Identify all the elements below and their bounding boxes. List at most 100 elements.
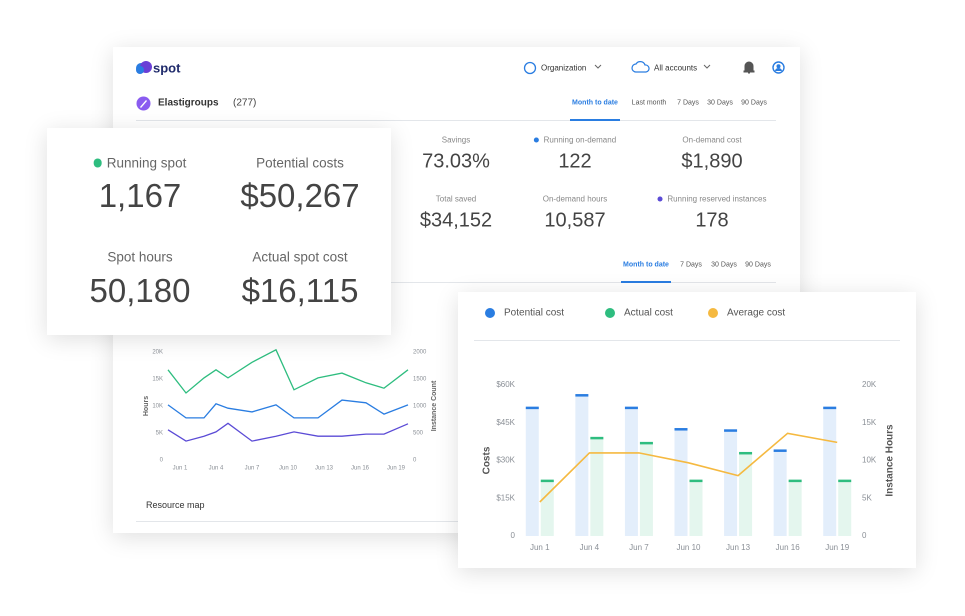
bell-icon[interactable]	[742, 60, 756, 75]
stat-label-text: Total saved	[435, 194, 477, 204]
bar	[590, 437, 604, 536]
stat-value: 10,587	[544, 209, 606, 232]
x-tick-label: Jun 7	[245, 466, 260, 472]
line-series	[167, 348, 409, 394]
bar	[624, 407, 638, 536]
bar-cap	[590, 436, 604, 440]
status-dot	[93, 158, 102, 168]
bar-cap	[724, 429, 738, 432]
y2-tick-label: 1500	[413, 377, 427, 383]
stat-label-text: Running reserved instances	[667, 194, 767, 204]
y2-tick-label: 0	[413, 458, 417, 464]
bar	[540, 480, 554, 536]
section-link[interactable]: Resource map	[146, 500, 205, 510]
line-series	[167, 399, 409, 419]
divider	[136, 282, 776, 283]
x-tick-label: Jun 13	[315, 466, 334, 472]
stat-value: 73.03%	[422, 150, 490, 173]
cost-chart: 0 $15K $30K $45K $60K 0 5K 10K 15K 20K Jun 1 Jun 4 J…	[482, 308, 896, 552]
line-series	[539, 432, 838, 503]
org-icon	[523, 61, 537, 75]
divider	[136, 120, 776, 121]
tab[interactable]: 7 Days	[680, 261, 702, 269]
bar-cap	[540, 479, 554, 483]
stat-value: $16,115	[241, 272, 359, 309]
x-tick-label: Jun 13	[726, 543, 751, 552]
stat-label-text: Potential costs	[256, 155, 344, 171]
bar-cap	[739, 451, 753, 455]
stat-label: Spot hours	[107, 250, 172, 265]
stat-value: $50,267	[240, 177, 360, 214]
y2-axis-label: Instance Count	[431, 380, 438, 431]
bar-cap	[838, 479, 852, 483]
y2-tick-label: 15K	[862, 418, 877, 427]
y2-tick-label: 20K	[862, 380, 877, 389]
bar-cap	[674, 428, 688, 431]
user-icon[interactable]	[772, 61, 785, 74]
x-tick-label: Jun 10	[279, 466, 298, 472]
x-tick-label: Jun 4	[580, 543, 600, 552]
cost-card: 0 $15K $30K $45K $60K 0 5K 10K 15K 20K Jun 1 Jun 4 J…	[458, 292, 916, 568]
y-axis-label: Costs	[482, 446, 493, 474]
tab[interactable]: 30 Days	[707, 99, 733, 107]
bar	[773, 450, 787, 536]
bar	[823, 407, 837, 536]
bar-cap	[689, 479, 703, 483]
x-tick-label: Jun 16	[351, 466, 370, 472]
y-tick-label: $15K	[496, 493, 515, 502]
legend-label: Potential cost	[504, 308, 564, 319]
tab[interactable]: Month to date	[623, 261, 669, 269]
stat-label-text: On-demand cost	[682, 135, 742, 145]
x-tick-label: Jun 19	[825, 543, 850, 552]
y2-tick-label: 10K	[862, 456, 877, 465]
bar-cap	[773, 449, 787, 452]
x-tick-label: Jun 10	[676, 543, 701, 552]
tab[interactable]: Month to date	[572, 99, 618, 107]
y2-axis-label: Instance Hours	[885, 424, 896, 497]
bar	[689, 480, 703, 536]
tab[interactable]: Last month	[631, 99, 667, 107]
legend-dot	[708, 308, 718, 318]
x-tick-label: Jun 7	[629, 543, 649, 552]
chevron	[594, 64, 602, 69]
accounts-select[interactable]: All accounts	[654, 63, 698, 73]
stat-label-text: Running spot	[106, 155, 187, 171]
bar-cap	[823, 406, 837, 410]
tab[interactable]: 90 Days	[741, 99, 767, 107]
stat-label: Running reserved instances	[657, 194, 767, 204]
legend-dot	[485, 308, 495, 318]
x-tick-label: Jun 19	[387, 466, 406, 472]
logo-icon	[136, 61, 152, 74]
elastigroups-icon	[136, 96, 151, 111]
bar-cap	[525, 406, 539, 410]
y-tick-label: 15K	[152, 377, 163, 383]
tab[interactable]: 7 Days	[677, 99, 699, 107]
y-tick-label: $30K	[496, 456, 515, 465]
divider	[474, 340, 900, 341]
org-select[interactable]: Organization	[541, 63, 587, 73]
bar	[525, 407, 539, 536]
y-tick-label: 10K	[152, 404, 163, 410]
stat-label: Savings	[442, 136, 470, 145]
usage-chart: 0 5K 10K 15K 20K 0 500 1000 1500 2000 Jun 1 Jun 4 Ju…	[143, 348, 438, 472]
y-tick-label: 20K	[152, 350, 163, 356]
legend-label: Average cost	[727, 308, 785, 319]
chevron	[703, 64, 711, 69]
x-tick-label: Jun 4	[209, 466, 224, 472]
tab[interactable]: 90 Days	[745, 261, 771, 269]
stat-value: 178	[695, 209, 729, 232]
tab-underline	[621, 281, 671, 283]
stat-value: 50,180	[89, 272, 191, 309]
bar	[724, 430, 738, 536]
section-title: Elastigroups	[158, 97, 219, 109]
stat-label-text: Running on-demand	[543, 135, 617, 145]
stat-value: 122	[558, 150, 592, 173]
y-tick-label: $45K	[496, 418, 515, 427]
bar-cap	[639, 441, 653, 445]
stat-label: Actual spot cost	[252, 250, 347, 265]
tab[interactable]: 30 Days	[711, 261, 737, 269]
y2-tick-label: 500	[413, 431, 424, 437]
y2-tick-label: 0	[862, 531, 867, 540]
stat-value: $1,890	[681, 150, 743, 173]
